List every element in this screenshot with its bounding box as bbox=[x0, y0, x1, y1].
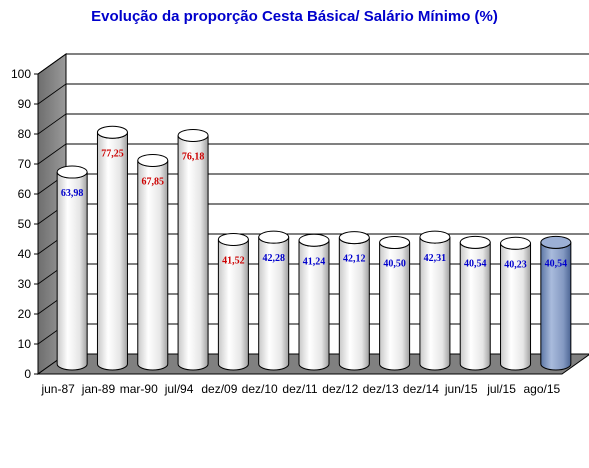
y-tick-label: 10 bbox=[18, 337, 32, 351]
bar-top bbox=[500, 236, 532, 250]
data-label: 40,54 bbox=[545, 258, 568, 269]
gridline-side bbox=[37, 53, 67, 75]
y-tick-label: 30 bbox=[18, 277, 32, 291]
gridline-side bbox=[37, 113, 67, 135]
bar bbox=[258, 230, 290, 371]
x-tick-label: jul/15 bbox=[486, 382, 516, 396]
x-tick-label: dez/11 bbox=[282, 382, 317, 396]
bar bbox=[419, 230, 451, 371]
x-tick-label: dez/12 bbox=[322, 382, 358, 396]
y-tick-label: 40 bbox=[18, 247, 32, 261]
y-tick-label: 70 bbox=[18, 157, 32, 171]
y-tick-label: 100 bbox=[11, 67, 31, 81]
bar-top bbox=[379, 236, 411, 249]
data-label: 40,50 bbox=[383, 259, 406, 270]
x-tick-label: dez/10 bbox=[242, 382, 278, 396]
bar-top bbox=[177, 128, 209, 142]
x-tick-label: jun/15 bbox=[444, 382, 478, 396]
bar bbox=[177, 128, 209, 371]
x-tick-label: ago/15 bbox=[523, 382, 560, 396]
data-label: 76,18 bbox=[182, 151, 205, 162]
y-tick-label: 0 bbox=[24, 367, 31, 381]
data-label: 41,24 bbox=[303, 256, 326, 267]
data-label: 40,54 bbox=[464, 258, 487, 269]
data-label: 42,12 bbox=[343, 254, 366, 265]
bar-body bbox=[56, 171, 88, 371]
bar-top bbox=[217, 232, 249, 246]
bar-top bbox=[96, 125, 128, 139]
data-label: 40,23 bbox=[504, 259, 527, 270]
bar-top bbox=[298, 233, 330, 247]
bar-top bbox=[419, 230, 451, 244]
bar-top bbox=[258, 230, 290, 244]
gridline-side bbox=[37, 83, 67, 105]
bar-top bbox=[56, 165, 88, 179]
bar-top bbox=[540, 235, 572, 249]
bar-top bbox=[137, 153, 169, 167]
data-label: 67,85 bbox=[142, 176, 165, 187]
bar-body bbox=[137, 160, 169, 371]
bar bbox=[217, 232, 249, 371]
gridline-side bbox=[37, 143, 67, 165]
bar bbox=[56, 165, 88, 371]
bar bbox=[459, 235, 491, 371]
data-label: 41,52 bbox=[222, 255, 245, 266]
x-tick-label: jun-87 bbox=[40, 382, 75, 396]
data-label: 42,28 bbox=[262, 253, 285, 264]
x-tick-label: mar-90 bbox=[120, 382, 158, 396]
bar bbox=[500, 236, 532, 371]
y-tick-label: 60 bbox=[18, 187, 32, 201]
bar-body bbox=[177, 135, 209, 371]
y-tick-label: 80 bbox=[18, 127, 32, 141]
x-tick-label: jan-89 bbox=[81, 382, 116, 396]
bar bbox=[540, 235, 572, 371]
bar bbox=[338, 231, 370, 371]
bar bbox=[379, 236, 411, 371]
bar bbox=[96, 125, 128, 371]
data-label: 77,25 bbox=[101, 148, 124, 159]
bar bbox=[298, 233, 330, 371]
x-tick-label: dez/09 bbox=[201, 382, 237, 396]
bar-body bbox=[96, 132, 128, 371]
y-tick-label: 50 bbox=[18, 217, 32, 231]
x-tick-label: dez/14 bbox=[403, 382, 439, 396]
data-label: 42,31 bbox=[424, 253, 447, 264]
bar-top bbox=[459, 235, 491, 249]
bar bbox=[137, 153, 169, 371]
x-tick-label: dez/13 bbox=[363, 382, 399, 396]
y-tick-label: 90 bbox=[18, 97, 32, 111]
x-tick-label: jul/94 bbox=[164, 382, 194, 396]
bar-top bbox=[338, 231, 370, 245]
data-label: 63,98 bbox=[61, 188, 84, 199]
y-tick-label: 20 bbox=[18, 307, 32, 321]
chart-title: Evolução da proporção Cesta Básica/ Salá… bbox=[91, 8, 498, 25]
